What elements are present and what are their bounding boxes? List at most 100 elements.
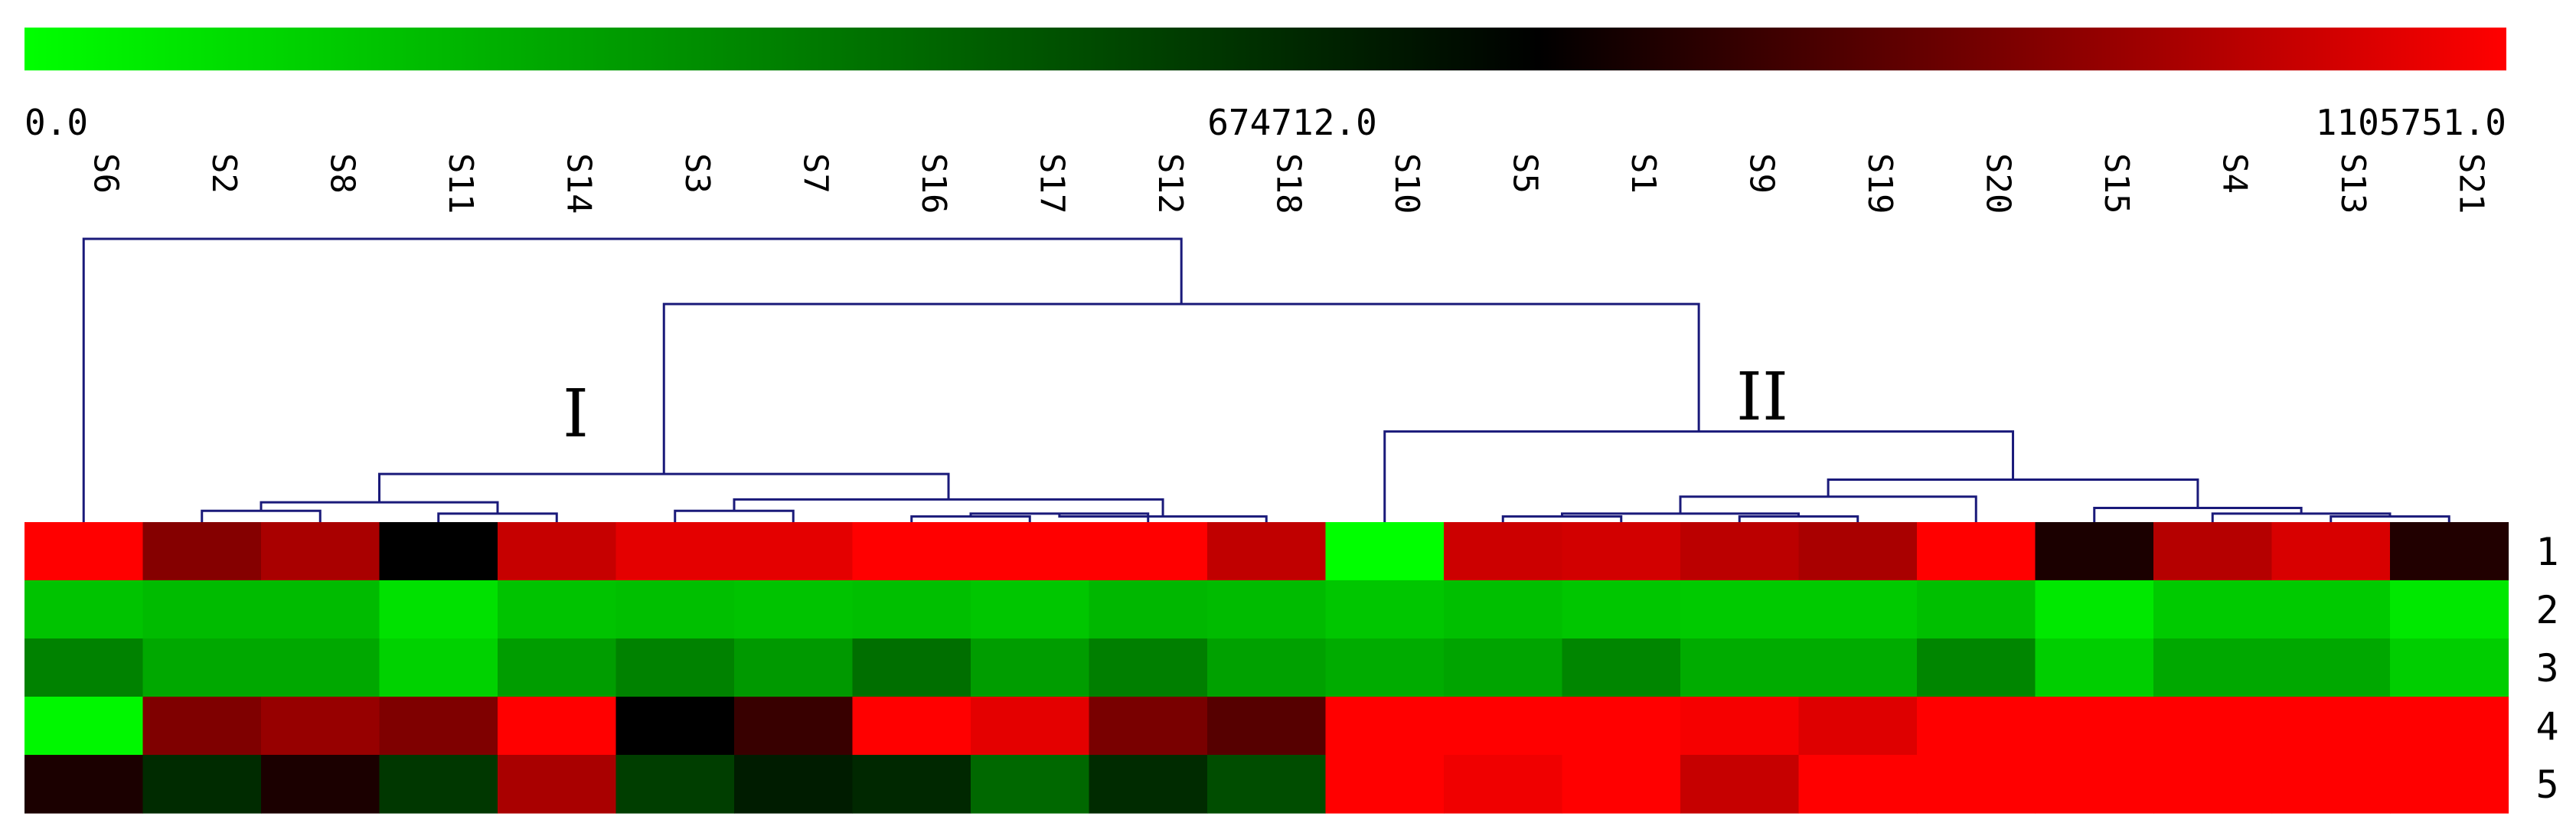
colorbar: [24, 28, 2506, 70]
dendrogram-branch-1: [437, 512, 558, 522]
heatmap-cell-r1-s5: [1444, 522, 1563, 581]
heatmap-cell-r4-s1: [1562, 697, 1681, 756]
heatmap-cell-r5-s17: [971, 755, 1090, 814]
column-label-s14: S14: [559, 153, 598, 214]
dendrogram-branch-20: [82, 237, 1183, 522]
row-label-3: 3: [2536, 646, 2559, 691]
heatmap-cell-r1-s6: [24, 522, 144, 581]
heatmap-cell-r2-s7: [734, 580, 854, 639]
heatmap-cell-r3-s3: [615, 638, 735, 697]
heatmap-cell-r4-s7: [734, 697, 854, 756]
cluster-label-ii: II: [1736, 359, 1788, 436]
heatmap-cell-r2-s14: [498, 580, 617, 639]
heatmap-cell-r1-s16: [852, 522, 971, 581]
heatmap-cell-r1-s13: [2271, 522, 2391, 581]
heatmap-cell-r2-s18: [1207, 580, 1327, 639]
heatmap-cell-r5-s20: [1917, 755, 2036, 814]
heatmap-cell-r3-s20: [1917, 638, 2036, 697]
dendrogram-branch-10: [1501, 515, 1623, 522]
column-label-s20: S20: [1978, 153, 2017, 214]
heatmap-cell-r3-s9: [1680, 638, 1800, 697]
column-label-s9: S9: [1742, 153, 1781, 194]
heatmap-cell-r4-s21: [2390, 697, 2509, 756]
heatmap-cell-r5-s2: [142, 755, 262, 814]
heatmap-cell-r2-s13: [2271, 580, 2391, 639]
heatmap-cell-r5-s15: [2035, 755, 2154, 814]
heatmap-cell-r5-s6: [24, 755, 144, 814]
heatmap-cell-r3-s18: [1207, 638, 1327, 697]
heatmap-cell-r4-s2: [142, 697, 262, 756]
heatmap-cell-r5-s7: [734, 755, 854, 814]
heatmap-cells: [24, 522, 2509, 814]
heatmap-cell-r1-s3: [615, 522, 735, 581]
heatmap-cell-r4-s6: [24, 697, 144, 756]
heatmap-cell-r3-s21: [2390, 638, 2509, 697]
heatmap-cell-r1-s21: [2390, 522, 2509, 581]
dendrogram-branch-18: [1383, 430, 2015, 522]
dendrogram-branch-13: [1679, 495, 1977, 522]
heatmap-cell-r3-s17: [971, 638, 1090, 697]
heatmap-cell-r5-s5: [1444, 755, 1563, 814]
heatmap-cell-r3-s15: [2035, 638, 2154, 697]
heatmap-cell-r2-s16: [852, 580, 971, 639]
column-label-s4: S4: [2215, 153, 2254, 194]
column-label-s1: S1: [1624, 153, 1663, 194]
heatmap-cell-r4-s20: [1917, 697, 2036, 756]
column-label-s3: S3: [677, 153, 717, 194]
heatmap-cell-r3-s5: [1444, 638, 1563, 697]
heatmap-cell-r1-s17: [971, 522, 1090, 581]
heatmap-cell-r5-s12: [1089, 755, 1208, 814]
dendrogram-branch-11: [1738, 515, 1859, 522]
dendrogram-branch-17: [1827, 478, 2199, 508]
heatmap-cell-r4-s3: [615, 697, 735, 756]
heatmap-cell-r2-s19: [1798, 580, 1918, 639]
dendrogram-branch-15: [2211, 512, 2392, 522]
heatmap-cell-r3-s14: [498, 638, 617, 697]
heatmap-cell-r2-s9: [1680, 580, 1800, 639]
row-label-5: 5: [2536, 763, 2559, 807]
heatmap-cell-r5-s4: [2153, 755, 2273, 814]
heatmap-cell-r2-s12: [1089, 580, 1208, 639]
heatmap-cell-r4-s14: [498, 697, 617, 756]
heatmap-cell-r2-s6: [24, 580, 144, 639]
heatmap-cell-r1-s7: [734, 522, 854, 581]
heatmap-cell-r1-s20: [1917, 522, 2036, 581]
heatmap-cell-r3-s11: [379, 638, 498, 697]
column-labels: S6 S2 S8 S11 S14 S3 S7 S16 S17 S12 S18 S10 S5 S1 S9 S19…: [86, 153, 2490, 214]
heatmap-cell-r2-s15: [2035, 580, 2154, 639]
column-label-s17: S17: [1032, 153, 1071, 214]
colorbar-mid-label: 674712.0: [1207, 102, 1377, 143]
heatmap-cell-r4-s19: [1798, 697, 1918, 756]
heatmap-cell-r3-s2: [142, 638, 262, 697]
heatmap-cell-r2-s2: [142, 580, 262, 639]
heatmap-cell-r2-s3: [615, 580, 735, 639]
heatmap-cell-r5-s19: [1798, 755, 1918, 814]
heatmap-cell-r4-s10: [1325, 697, 1445, 756]
column-label-s16: S16: [914, 153, 953, 214]
colorbar-min-label: 0.0: [24, 102, 88, 143]
heatmap-cell-r1-s2: [142, 522, 262, 581]
heatmap-cell-r2-s17: [971, 580, 1090, 639]
heatmap-cell-r2-s4: [2153, 580, 2273, 639]
heatmap-cell-r3-s12: [1089, 638, 1208, 697]
heatmap-cell-r3-s16: [852, 638, 971, 697]
colorbar-max-label: 1105751.0: [2316, 102, 2506, 143]
heatmap-cell-r4-s8: [261, 697, 380, 756]
column-label-s8: S8: [322, 153, 361, 194]
column-label-s2: S2: [204, 153, 243, 194]
row-label-1: 1: [2536, 530, 2559, 574]
heatmap-cell-r3-s1: [1562, 638, 1681, 697]
heatmap-cell-r5-s11: [379, 755, 498, 814]
heatmap-cell-r4-s18: [1207, 697, 1327, 756]
column-label-s15: S15: [2097, 153, 2136, 214]
heatmap-cell-r4-s15: [2035, 697, 2154, 756]
heatmap-cell-r1-s9: [1680, 522, 1800, 581]
heatmap-cell-r3-s19: [1798, 638, 1918, 697]
column-label-s7: S7: [795, 153, 834, 194]
heatmap-cell-r4-s5: [1444, 697, 1563, 756]
heatmap-cell-r5-s18: [1207, 755, 1327, 814]
column-label-s19: S19: [1860, 153, 1899, 214]
heatmap-cell-r5-s16: [852, 755, 971, 814]
